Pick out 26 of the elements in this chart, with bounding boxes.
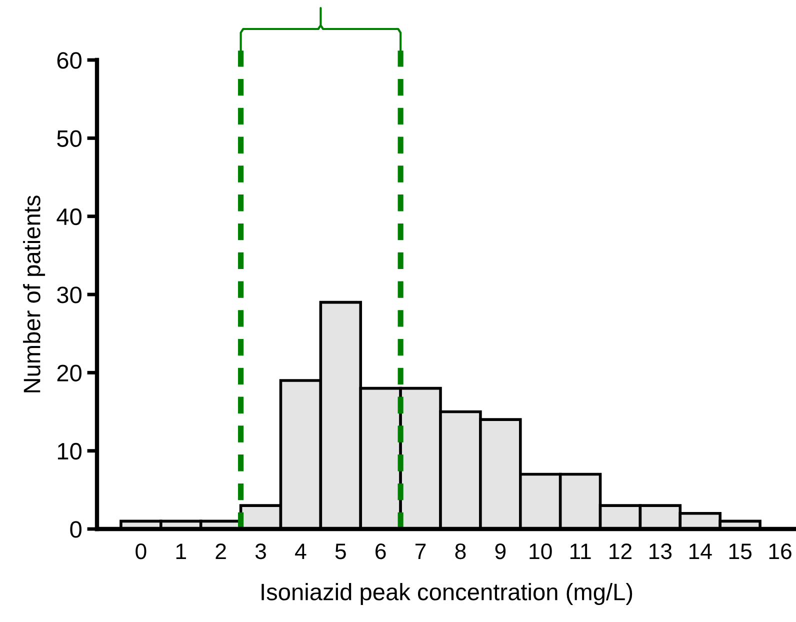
x-tick-label: 14 xyxy=(689,544,712,559)
x-tick-label: 3 xyxy=(255,543,266,560)
x-tick-label: 13 xyxy=(650,543,672,560)
y-tick-label: 40 xyxy=(56,208,82,226)
x-tick-label: 1 xyxy=(176,544,186,559)
x-tick-label: 12 xyxy=(610,543,632,559)
y-tick-label: 60 xyxy=(57,52,82,69)
y-tick-label: 50 xyxy=(57,130,82,147)
y-axis-title: Number of patients xyxy=(23,196,46,392)
y-tick-label: 10 xyxy=(58,442,82,460)
y-tick-label: 0 xyxy=(70,521,82,538)
x-tick-label: 11 xyxy=(570,544,591,559)
x-tick-label: 4 xyxy=(295,544,306,559)
y-tick-label: 20 xyxy=(57,364,82,382)
x-tick-label: 15 xyxy=(729,544,752,560)
x-tick-label: 8 xyxy=(455,543,466,560)
x-tick-label: 10 xyxy=(530,543,552,560)
x-tick-label: 9 xyxy=(495,543,506,560)
x-tick-label: 16 xyxy=(769,543,792,560)
x-tick-label: 6 xyxy=(376,543,386,560)
x-axis-title: Isoniazid peak concentration (mg/L) xyxy=(262,583,632,606)
x-tick-label: 0 xyxy=(136,543,146,560)
x-tick-label: 5 xyxy=(335,544,346,560)
y-tick-label: 30 xyxy=(57,286,82,304)
x-tick-label: 2 xyxy=(216,543,226,559)
x-tick-label: 7 xyxy=(415,544,426,559)
